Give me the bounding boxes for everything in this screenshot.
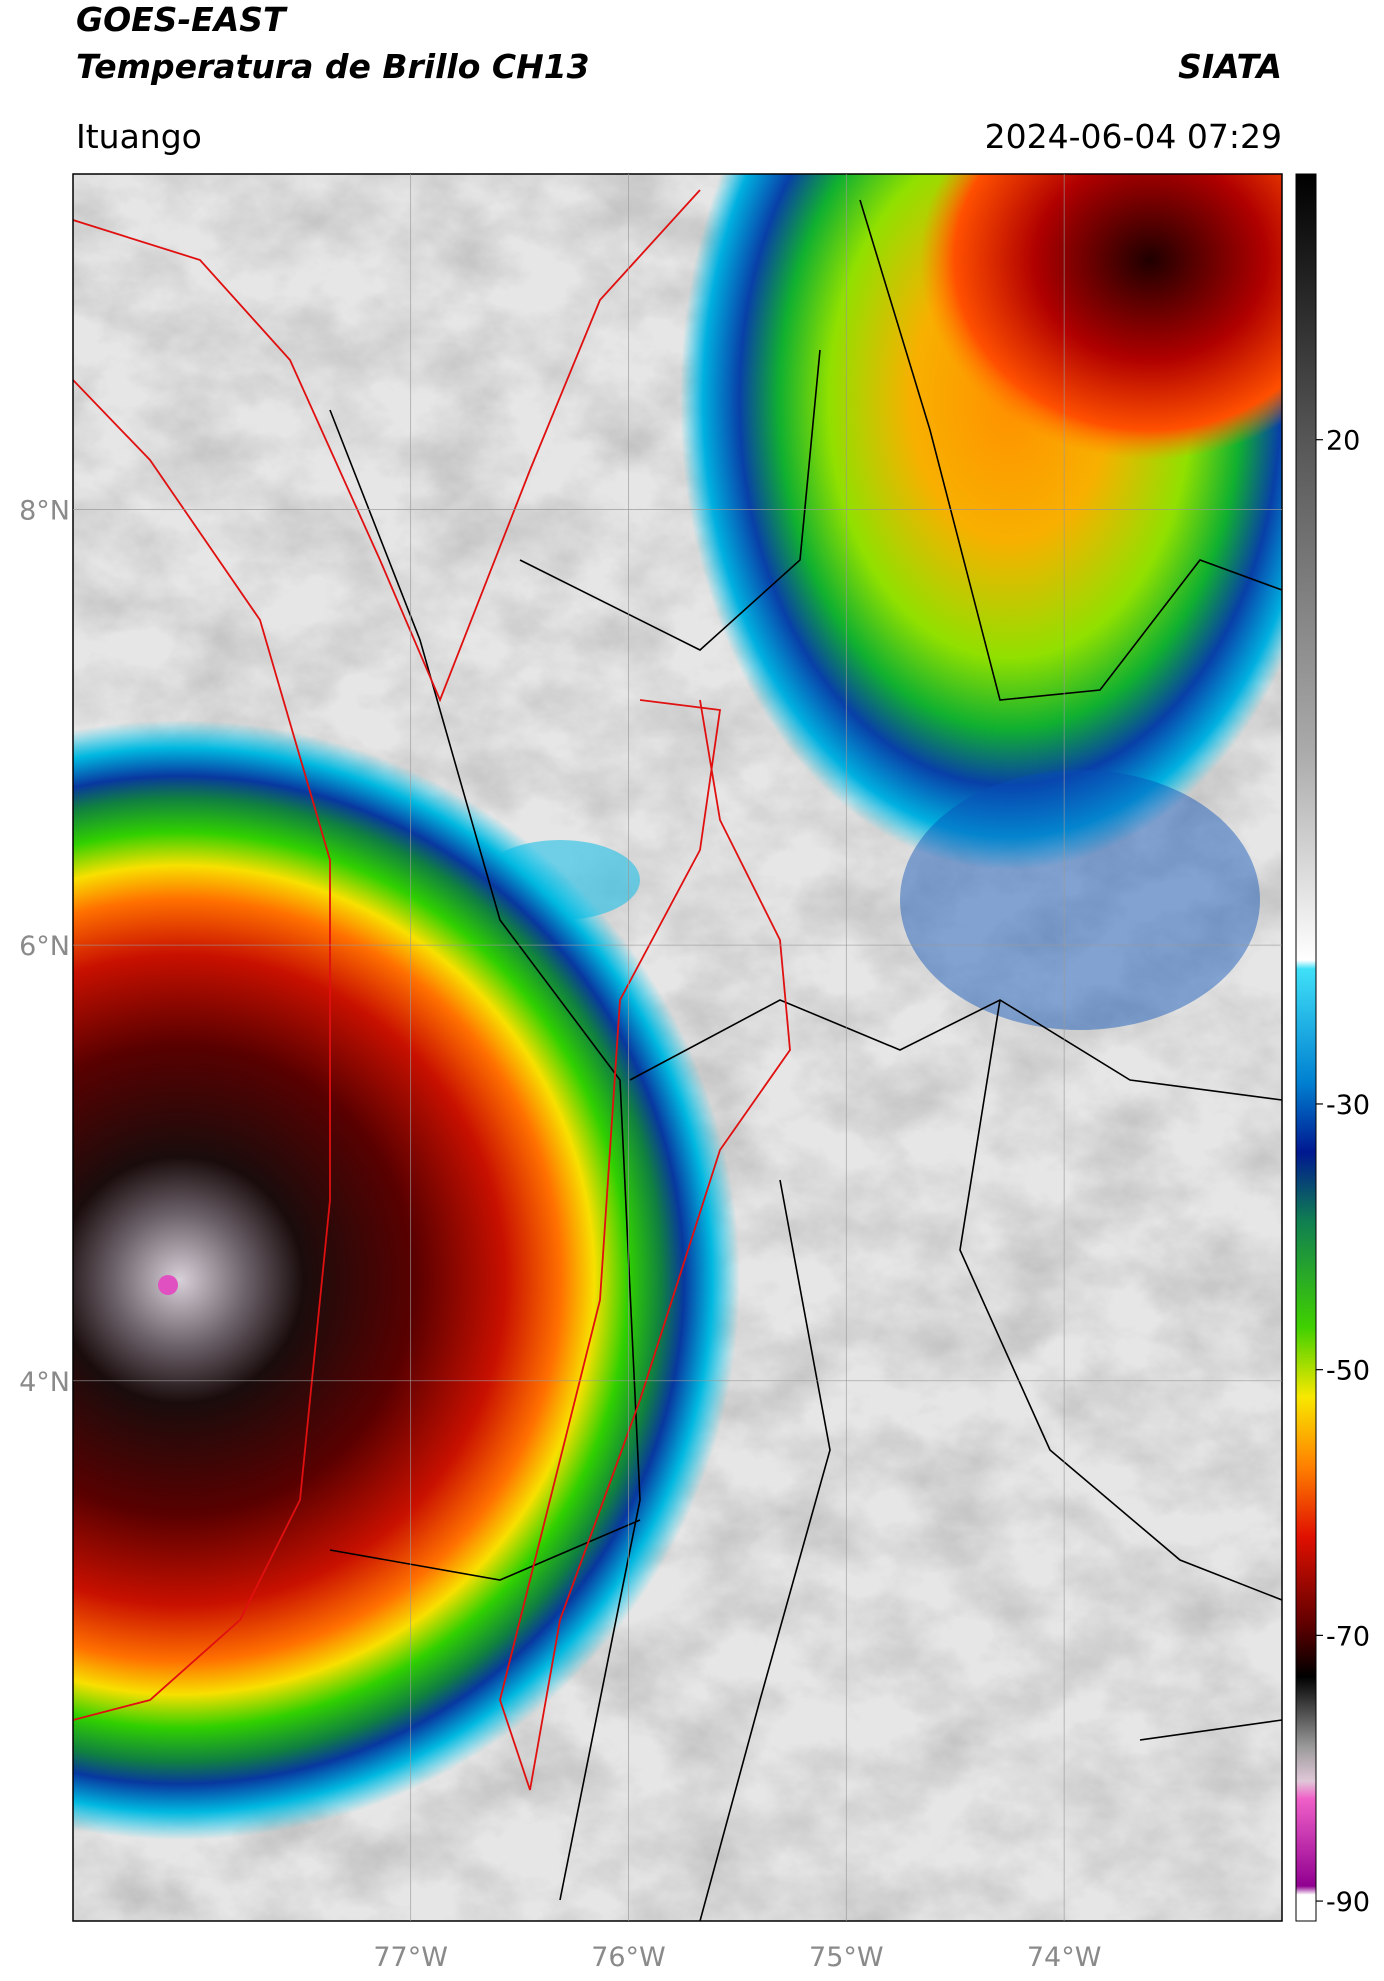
y-tick-label: 4°N [19, 1367, 70, 1398]
colorbar-tick-label: -30 [1326, 1090, 1370, 1121]
source: SIATA [1178, 47, 1282, 86]
colorbar-tick-label: -90 [1326, 1887, 1370, 1918]
y-tick-label: 6°N [19, 931, 70, 962]
location: Ituango [76, 117, 202, 156]
title: Temperatura de Brillo CH13 [76, 47, 590, 86]
x-tick-label: 74°W [1027, 1942, 1102, 1973]
map-frame [72, 173, 1283, 1922]
colorbar [1295, 173, 1317, 1922]
x-tick-label: 77°W [373, 1942, 448, 1973]
colorbar-tick-label: -50 [1326, 1356, 1370, 1387]
datetime: 2024-06-04 07:29 [985, 117, 1282, 156]
x-tick-label: 76°W [591, 1942, 666, 1973]
y-tick-label: 8°N [19, 495, 70, 526]
satellite-image [73, 174, 1282, 1921]
colorbar-tick-label: -70 [1326, 1621, 1370, 1652]
colorbar-tick-label: 20 [1326, 426, 1360, 457]
x-tick-label: 75°W [809, 1942, 884, 1973]
title: GOES-EAST [76, 0, 288, 39]
axes: 77°W 76°W 75°W 74°W 8°N 6°N 4°N 20 -30 -50 -70 -90 [19, 174, 1370, 1973]
